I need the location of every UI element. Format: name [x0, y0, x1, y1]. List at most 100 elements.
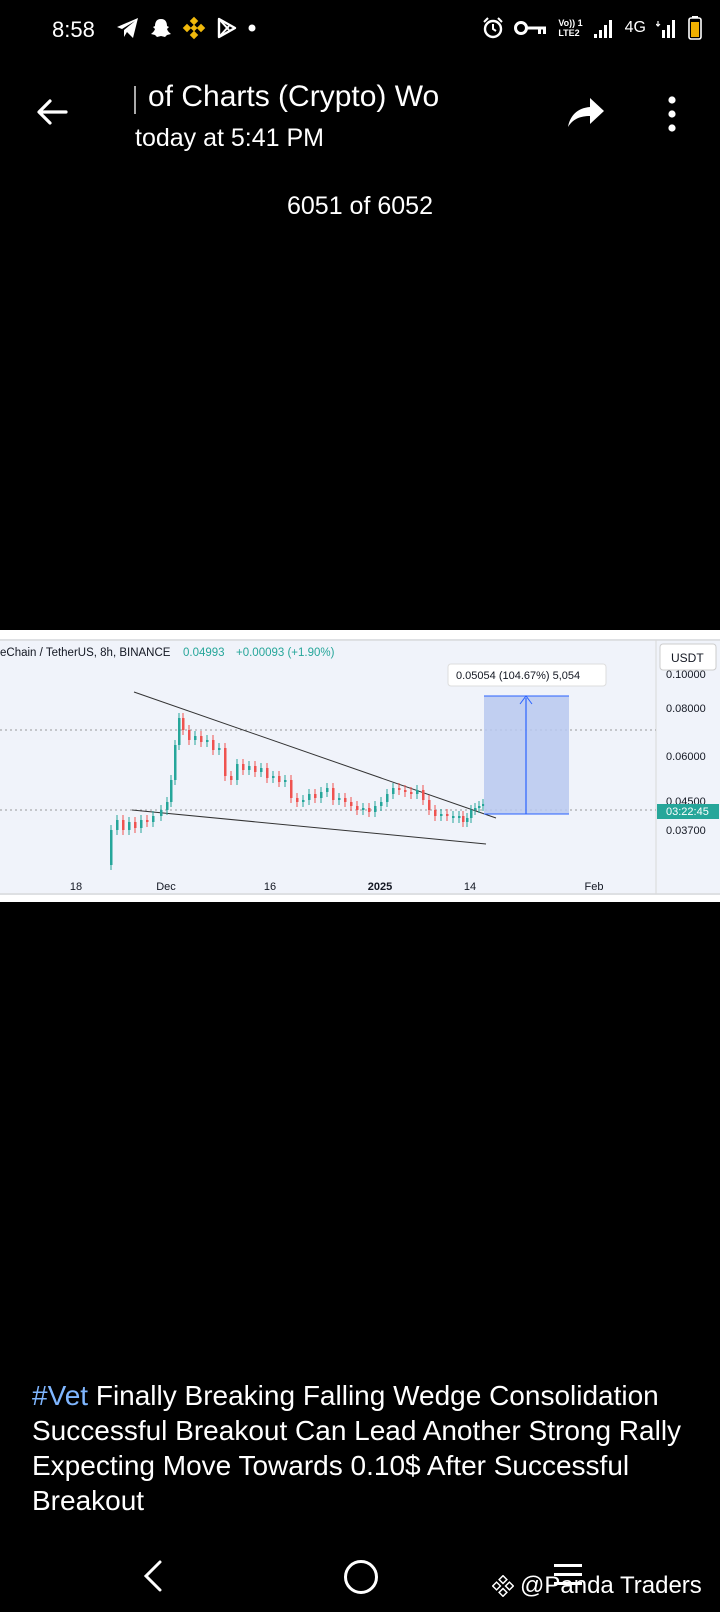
candle	[422, 790, 425, 800]
candlestick-chart: eChain / TetherUS, 8h, BINANCE 0.04993 +…	[0, 630, 720, 902]
candle	[332, 788, 335, 800]
date-tick-label: 14	[464, 881, 476, 893]
date-tick-label: Dec	[156, 881, 176, 893]
candle	[200, 736, 203, 742]
4g-signal-icon	[656, 20, 675, 38]
candle	[416, 790, 419, 794]
date-axis: 18 Dec 16 2025 14 Feb	[70, 881, 604, 893]
more-options-icon[interactable]	[664, 94, 680, 134]
candle	[266, 768, 269, 778]
candle	[272, 776, 275, 778]
candle	[466, 818, 469, 822]
candle	[218, 748, 221, 750]
candle	[146, 820, 149, 822]
dot-icon	[248, 24, 256, 32]
time-badge-box	[657, 804, 719, 819]
nav-home-icon[interactable]	[344, 1560, 378, 1594]
candle	[212, 740, 215, 750]
caption-text: Finally Breaking Falling Wedge Consolida…	[32, 1380, 682, 1516]
price-change: +0.00093 (+1.90%)	[236, 647, 335, 659]
nav-back-icon[interactable]	[140, 1558, 166, 1594]
binance-watermark-icon	[492, 1575, 514, 1597]
currency-box	[659, 643, 717, 671]
candle	[380, 802, 383, 806]
watermark-text: @Panda Traders	[520, 1572, 702, 1599]
price-tick-label: 0.06000	[666, 751, 706, 763]
candle	[350, 802, 353, 806]
candle	[178, 718, 181, 745]
candle	[128, 822, 131, 830]
candle	[374, 806, 377, 812]
candle	[242, 764, 245, 770]
candle	[140, 820, 143, 828]
viewer-header: of Charts (Crypto) Wo today at 5:41 PM	[0, 70, 720, 160]
candle	[284, 780, 287, 782]
candle	[134, 822, 137, 828]
wedge-upper-line	[133, 691, 497, 819]
caption-hashtag[interactable]: #Vet	[32, 1380, 89, 1411]
nav-recents-icon[interactable]	[552, 1562, 584, 1588]
candle	[356, 806, 359, 810]
candle	[446, 814, 449, 816]
candle	[392, 788, 395, 794]
candle	[170, 780, 173, 802]
candle	[362, 808, 365, 810]
candle	[152, 816, 155, 822]
candle	[122, 820, 125, 830]
chat-title-text: of Charts (Crypto) Wo	[148, 80, 440, 113]
image-counter: 6051 of 6052	[287, 192, 433, 220]
price-tick-label: 0.03700	[666, 825, 706, 837]
candles	[110, 713, 485, 870]
date-tick-label: 16	[264, 881, 276, 893]
forward-icon[interactable]	[566, 96, 606, 130]
candle	[160, 810, 163, 816]
candle	[302, 800, 305, 802]
candle	[290, 780, 293, 798]
candle	[230, 776, 233, 780]
candle	[248, 766, 251, 770]
network-type: 4G	[624, 19, 646, 36]
back-arrow-icon[interactable]	[34, 94, 70, 130]
date-tick-label: 2025	[368, 881, 392, 893]
candle	[174, 745, 177, 780]
candle	[474, 808, 477, 810]
volte-line1: Vo)) 1	[558, 18, 583, 28]
image-caption: #Vet Finally Breaking Falling Wedge Cons…	[32, 1378, 702, 1518]
candle	[254, 766, 257, 772]
candle	[194, 736, 197, 740]
candle	[404, 790, 407, 792]
candle	[182, 718, 185, 730]
candle	[188, 730, 191, 740]
candle	[224, 748, 227, 776]
measure-label: 0.05054 (104.67%) 5,054	[456, 670, 580, 682]
wedge-lower-line	[131, 809, 487, 845]
symbol-label: eChain / TetherUS, 8h, BINANCE	[0, 647, 171, 659]
candle	[462, 816, 465, 822]
candle	[452, 816, 455, 818]
date-tick-label: Feb	[585, 881, 604, 893]
candle	[410, 792, 413, 794]
battery-icon	[688, 16, 702, 40]
wedge-lines	[131, 691, 497, 845]
chart-image[interactable]: eChain / TetherUS, 8h, BINANCE 0.04993 +…	[0, 630, 720, 902]
candle	[428, 800, 431, 810]
candle	[116, 820, 119, 830]
candle	[338, 798, 341, 800]
status-time: 8:58	[52, 17, 95, 42]
alarm-icon	[483, 17, 504, 39]
chat-title: of Charts (Crypto) Wo	[134, 80, 484, 114]
candle	[458, 816, 461, 818]
play-store-icon	[217, 17, 237, 39]
candle	[368, 808, 371, 812]
candle	[470, 810, 473, 818]
measure-label-box	[447, 663, 607, 687]
candle	[308, 794, 311, 800]
message-timestamp: today at 5:41 PM	[135, 124, 325, 152]
candle	[434, 810, 437, 816]
currency-label: USDT	[671, 651, 704, 665]
system-icons: Vo)) 1 LTE2 4G	[482, 16, 702, 40]
measure-arrow-head	[519, 695, 533, 705]
candle	[440, 814, 443, 816]
candle	[320, 792, 323, 798]
